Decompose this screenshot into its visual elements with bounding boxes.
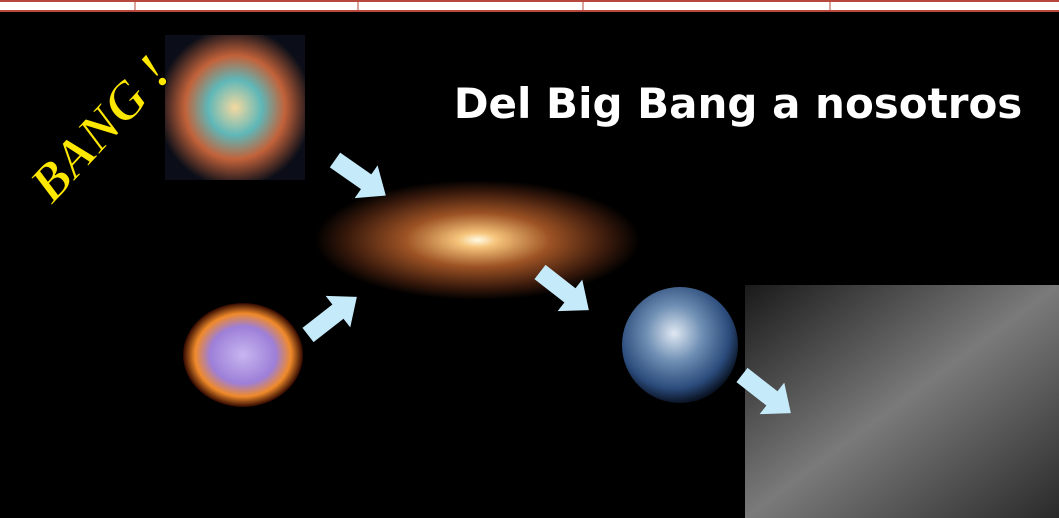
top-strip (0, 0, 1059, 12)
children-photo (745, 285, 1059, 518)
slide: BANG ! Del Big Bang a nosotros (0, 0, 1059, 518)
earth-image (622, 287, 738, 403)
page: BANG ! Del Big Bang a nosotros (() => { … (0, 0, 1059, 518)
slide-title: Del Big Bang a nosotros (454, 79, 1023, 128)
planetary-nebula-image (183, 303, 303, 407)
crab-nebula-image (165, 35, 305, 180)
protoplanetary-disk-image (315, 180, 640, 300)
